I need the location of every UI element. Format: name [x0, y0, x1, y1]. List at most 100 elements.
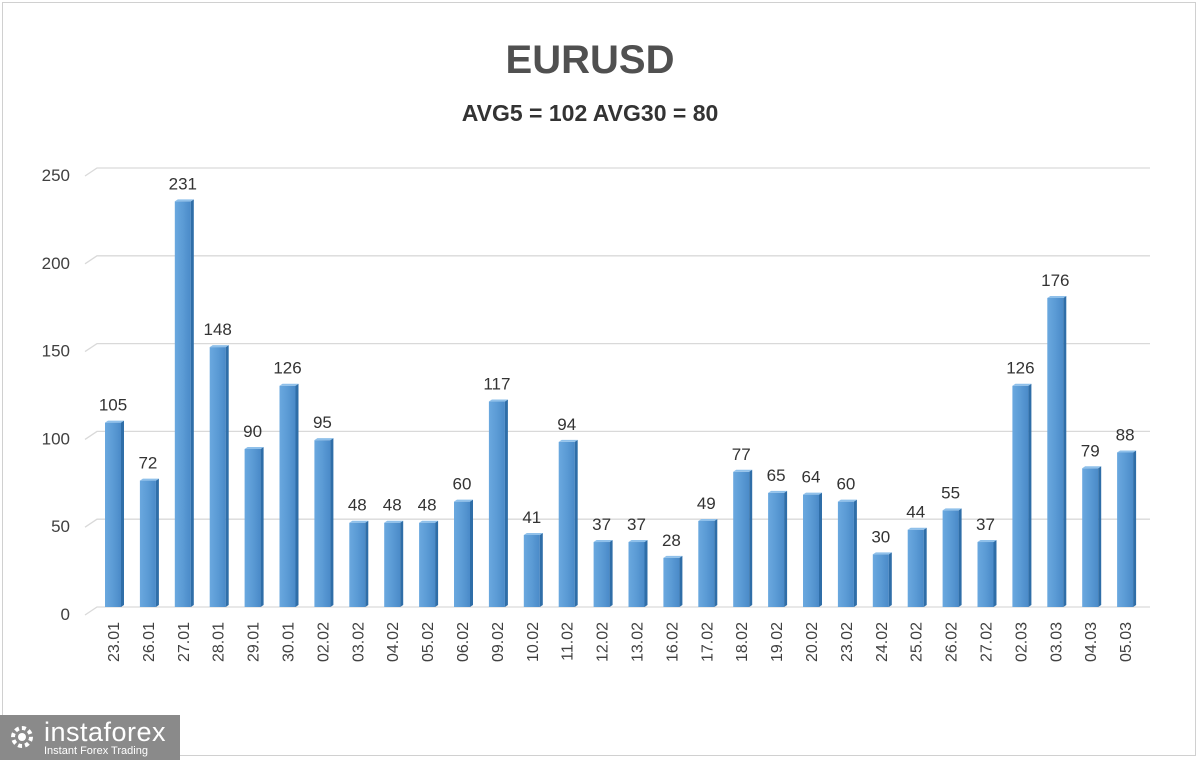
bar-top	[244, 446, 264, 449]
y-tick-label: 150	[42, 342, 70, 361]
y-tick-label: 250	[42, 166, 70, 185]
bar	[558, 441, 575, 607]
gridline	[84, 167, 1150, 177]
bar-side	[504, 399, 508, 607]
data-label: 65	[767, 466, 786, 485]
gridline	[84, 606, 1150, 616]
bar-side	[295, 383, 299, 607]
x-tick-label: 23.01	[106, 622, 123, 662]
x-tick-label: 13.02	[630, 622, 647, 662]
bar-top	[209, 345, 229, 348]
bar-top	[314, 438, 334, 441]
bar-top	[349, 520, 369, 523]
x-tick-label: 06.02	[455, 622, 472, 662]
bar-top	[977, 540, 997, 543]
data-label: 37	[976, 515, 995, 534]
x-tick-label: 19.02	[769, 622, 786, 662]
logo-gear-icon	[11, 726, 33, 748]
bar-side	[888, 552, 892, 607]
bar	[174, 201, 191, 607]
data-label: 231	[169, 174, 197, 193]
bar-side	[819, 492, 822, 607]
bar-top	[837, 499, 857, 502]
x-tick-label: 25.02	[909, 622, 926, 662]
x-tick-label: 27.01	[176, 622, 193, 662]
bar	[837, 501, 854, 607]
data-label: 28	[662, 531, 681, 550]
bar	[663, 557, 680, 607]
data-label: 37	[592, 515, 611, 534]
bar-side	[853, 499, 857, 607]
y-tick-label: 0	[61, 605, 70, 624]
bar	[279, 385, 296, 607]
x-tick-label: 16.02	[664, 622, 681, 662]
bar-top	[105, 420, 124, 423]
x-tick-label: 04.02	[385, 622, 402, 662]
bar-top	[454, 499, 473, 502]
bar	[454, 501, 470, 607]
bar-top	[768, 490, 788, 493]
gridline	[84, 430, 1150, 440]
bar-side	[1098, 466, 1102, 607]
bar-side	[574, 439, 578, 607]
data-label: 48	[383, 496, 402, 515]
x-tick-label: 29.01	[246, 622, 263, 662]
data-label: 37	[627, 515, 646, 534]
bar	[523, 535, 540, 607]
x-tick-label: 02.02	[315, 622, 332, 662]
data-label: 126	[1006, 359, 1034, 378]
bar-top	[907, 527, 927, 530]
bar	[1012, 385, 1029, 607]
bar-top	[1117, 450, 1137, 453]
data-label: 48	[418, 496, 437, 515]
data-label: 72	[138, 454, 157, 473]
bar-side	[435, 520, 439, 607]
bar	[419, 522, 436, 607]
bar	[1047, 297, 1064, 607]
data-label: 88	[1116, 425, 1135, 444]
bar-top	[523, 533, 543, 536]
logo-name: instaforex	[44, 717, 167, 747]
x-tick-label: 26.02	[944, 622, 961, 662]
bar-side	[365, 520, 369, 607]
instaforex-logo: instaforex Instant Forex Trading	[0, 715, 180, 760]
bar	[1117, 452, 1134, 607]
bar-side	[400, 520, 404, 607]
bar-top	[1082, 466, 1102, 469]
bar-top	[733, 469, 753, 472]
bar-side	[1063, 295, 1067, 607]
logo-tagline: Instant Forex Trading	[44, 745, 148, 757]
bar	[384, 522, 401, 607]
bar-top	[279, 383, 299, 386]
x-tick-label: 17.02	[699, 622, 716, 662]
data-label: 77	[732, 445, 751, 464]
bar-top	[803, 492, 822, 495]
x-tick-label: 20.02	[804, 622, 821, 662]
data-label: 60	[836, 475, 855, 494]
data-label: 105	[99, 396, 127, 415]
bar-top	[139, 478, 159, 481]
data-label: 95	[313, 413, 332, 432]
bar-side	[679, 555, 683, 607]
gridline	[84, 518, 1150, 528]
chart-subtitle: AVG5 = 102 AVG30 = 80	[461, 100, 719, 126]
data-label: 55	[941, 483, 960, 502]
bar	[314, 440, 331, 607]
x-tick-label: 23.02	[839, 622, 856, 662]
bar	[593, 542, 610, 607]
bar-side	[714, 518, 718, 607]
bar-side	[155, 478, 159, 607]
x-tick-label: 05.02	[420, 622, 437, 662]
bar	[698, 520, 715, 607]
x-tick-label: 10.02	[525, 622, 542, 662]
bar-side	[644, 540, 648, 607]
data-label: 90	[243, 422, 262, 441]
bar	[488, 401, 505, 607]
bar-side	[121, 420, 124, 607]
x-tick-label: 24.02	[874, 622, 891, 662]
bar-top	[872, 552, 892, 555]
data-label: 41	[522, 508, 541, 527]
data-label: 44	[906, 503, 925, 522]
bar-side	[260, 446, 264, 607]
